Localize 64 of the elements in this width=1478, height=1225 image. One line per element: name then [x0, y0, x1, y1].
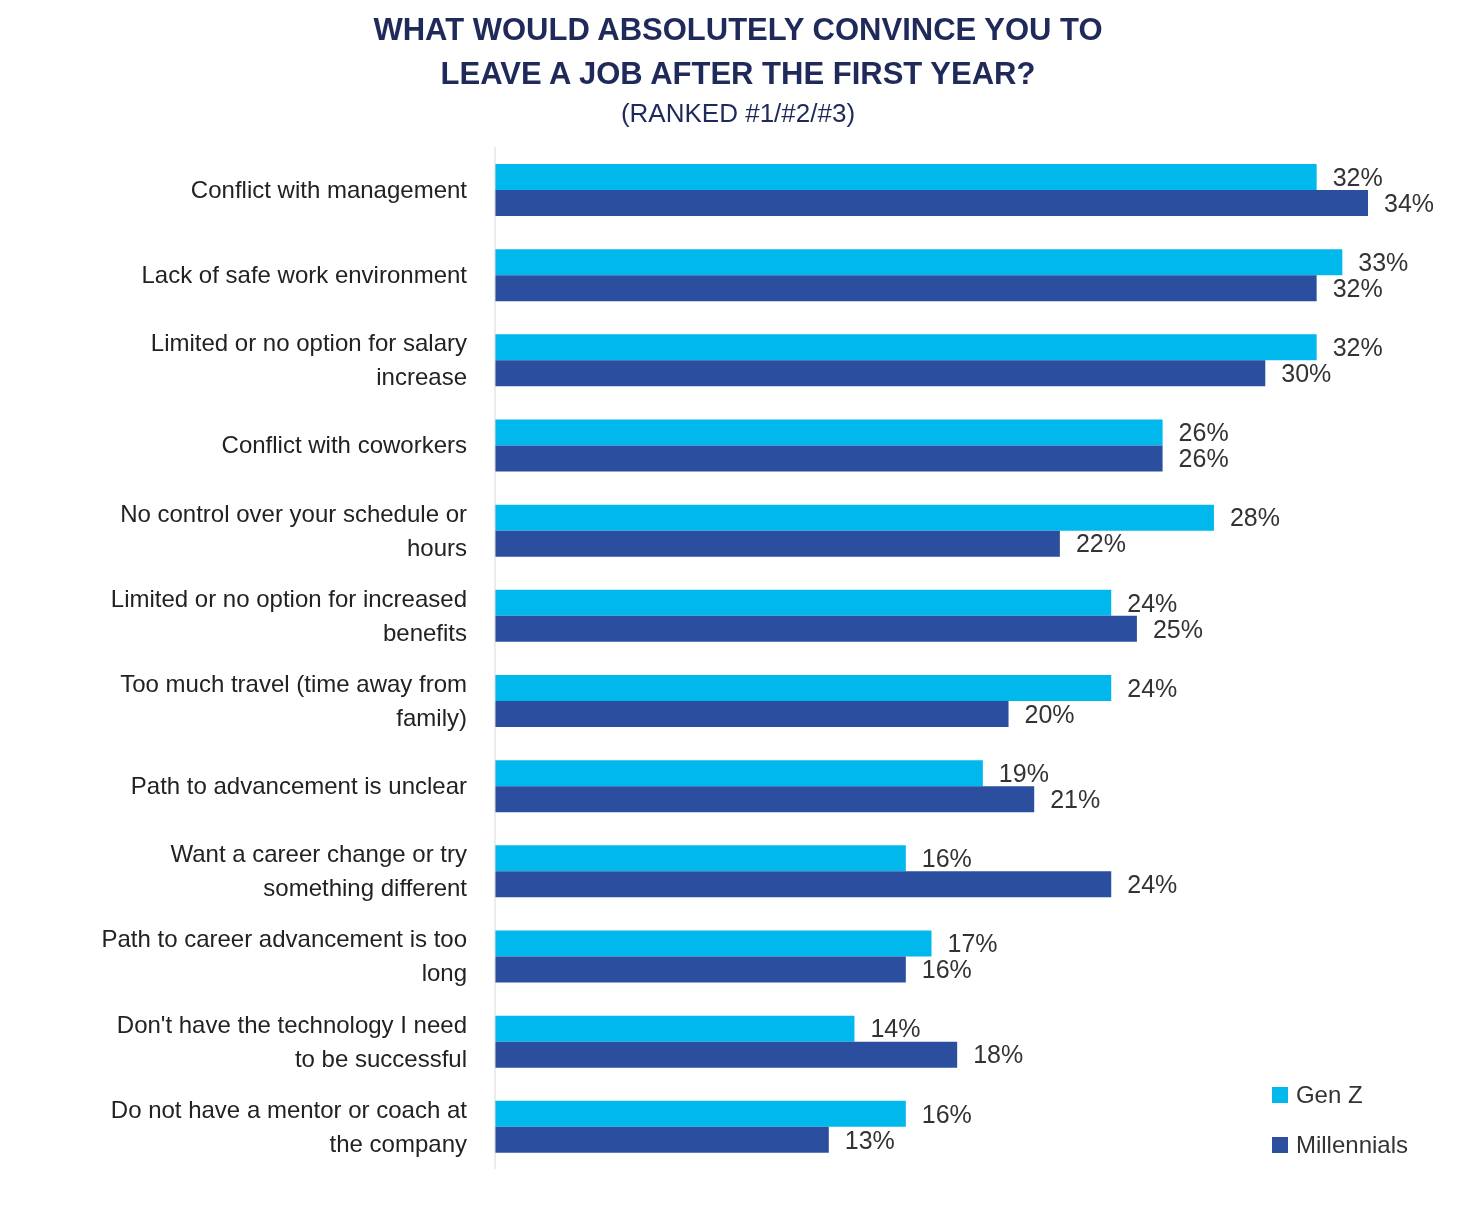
data-label: 34% [1384, 188, 1435, 217]
y-tick-label: Limited or no option for increased benefits [110, 584, 467, 646]
bar [495, 1015, 855, 1042]
data-label: 17% [947, 929, 998, 958]
y-tick-label: Path to advancement is unclear [130, 772, 467, 800]
data-label: 16% [921, 1099, 972, 1128]
bar [495, 249, 1343, 276]
data-label: 32% [1332, 273, 1383, 302]
y-tick-label: No control over your schedule or hours [120, 499, 467, 561]
bar [495, 1100, 906, 1127]
data-label: 32% [1332, 162, 1383, 191]
y-tick-label: Path to career advancement is too long [101, 925, 467, 987]
data-label: 21% [1050, 784, 1101, 813]
y-tick-label: Too much travel (time away from family) [120, 669, 467, 731]
data-label: 24% [1127, 870, 1178, 899]
legend-label: Millennials [1294, 1131, 1408, 1159]
data-label: 18% [973, 1040, 1024, 1069]
data-label: 22% [1075, 529, 1126, 558]
y-tick-label: Do not have a mentor or coach at the company [110, 1095, 468, 1157]
bar [495, 760, 983, 787]
data-label: 13% [844, 1125, 895, 1154]
bar [495, 615, 1137, 642]
bar [495, 871, 1112, 898]
data-label: 26% [1178, 444, 1229, 473]
bar [495, 956, 906, 983]
data-label: 16% [921, 844, 972, 873]
y-tick-label: Don't have the technology I need to be successful [116, 1010, 467, 1072]
bar [495, 334, 1317, 361]
bar [495, 701, 1009, 728]
chart-subtitle: (RANKED #1/#2/#3) [619, 98, 857, 129]
bar [495, 1041, 958, 1068]
bar [495, 930, 932, 957]
bar [495, 675, 1112, 702]
y-tick-label: Conflict with management [190, 175, 468, 203]
y-tick-label: Conflict with coworkers [221, 431, 467, 459]
bar [495, 504, 1214, 531]
y-tick-label: Lack of safe work environment [141, 261, 468, 289]
y-tick-label: Want a career change or try something different [170, 840, 468, 902]
bar [495, 1126, 829, 1153]
legend-label: Gen Z [1294, 1081, 1364, 1109]
data-label: 24% [1127, 588, 1178, 617]
bar [495, 786, 1035, 813]
data-label: 25% [1152, 614, 1203, 643]
data-label: 20% [1024, 699, 1075, 728]
data-label: 14% [870, 1014, 921, 1043]
data-label: 30% [1281, 359, 1332, 388]
bar [495, 190, 1368, 217]
bar [495, 445, 1163, 472]
data-label: 16% [921, 955, 972, 984]
data-label: 19% [998, 758, 1049, 787]
data-label: 33% [1358, 247, 1409, 276]
data-label: 28% [1229, 503, 1280, 532]
bar [495, 275, 1317, 302]
bar [495, 164, 1317, 191]
bar [495, 360, 1266, 387]
bar [495, 530, 1060, 557]
data-label: 24% [1127, 673, 1178, 702]
bar [495, 845, 906, 872]
y-tick-label: Limited or no option for salary increase [150, 329, 467, 391]
chart-title: WHAT WOULD ABSOLUTELY CONVINCE YOU TO LEAVE A JOB AFTER THE FIRST YEAR? [372, 11, 1104, 93]
data-label: 32% [1332, 333, 1383, 362]
bar [495, 419, 1163, 446]
bar [495, 589, 1112, 616]
data-label: 26% [1178, 418, 1229, 447]
